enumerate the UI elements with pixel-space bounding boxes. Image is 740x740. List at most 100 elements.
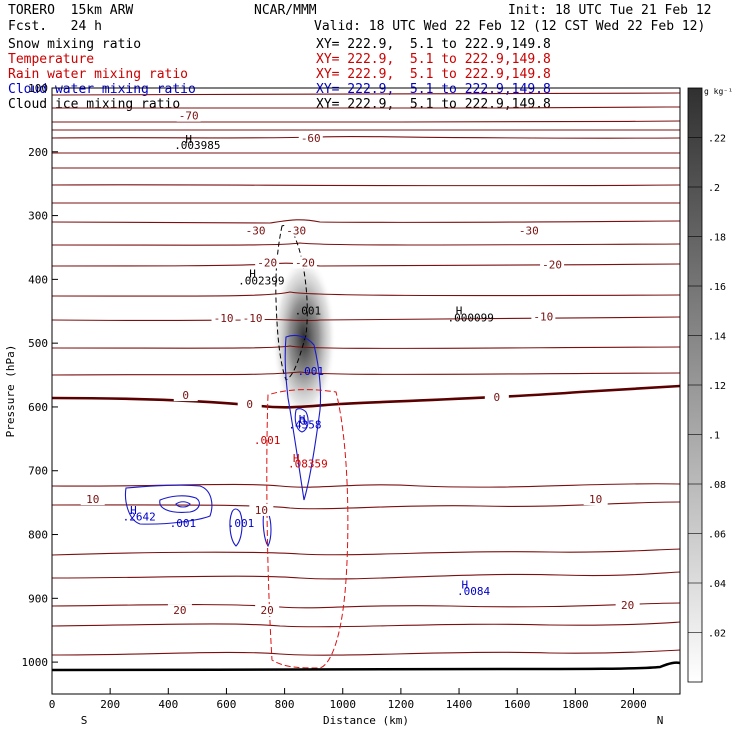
isotherm xyxy=(52,242,680,246)
isotherm-label: -30 xyxy=(246,225,266,238)
isotherm-label-bg xyxy=(176,109,201,122)
isotherm-label: 0 xyxy=(246,398,253,411)
freezing-level-isotherm xyxy=(52,384,680,409)
cloud-ice-contour xyxy=(275,225,308,381)
cloud-water-contours xyxy=(124,335,322,548)
isotherm-label-bg xyxy=(255,604,280,617)
isotherm-label-bg xyxy=(531,310,556,323)
y-tick-label: 500 xyxy=(28,337,48,350)
isotherm-label: 20 xyxy=(173,604,186,617)
x-tick-label: 1200 xyxy=(388,698,415,711)
isotherm xyxy=(52,571,680,580)
rain-water-contour xyxy=(266,389,349,669)
isotherm xyxy=(52,649,680,656)
colorbar-tick-label: .1 xyxy=(708,431,720,442)
isotherm-label-bg xyxy=(173,389,198,402)
colorbar-tick-label: .18 xyxy=(708,233,726,244)
x-tick-label: 400 xyxy=(158,698,178,711)
extremum-annotation: .001 xyxy=(298,365,325,378)
x-tick-label: 1800 xyxy=(562,698,589,711)
y-tick-label: 300 xyxy=(28,210,48,223)
temperature-contours xyxy=(52,92,680,656)
isotherm-label-bg xyxy=(80,493,105,506)
y-tick-label: 200 xyxy=(28,146,48,159)
extremum-annotation: .4358 xyxy=(288,419,321,432)
colorbar-tick-label: .02 xyxy=(708,629,726,640)
isotherm-label-bg xyxy=(167,604,192,617)
colorbar-tick-label: .08 xyxy=(708,480,726,491)
y-tick-label: 900 xyxy=(28,592,48,605)
extremum-annotation: .2642 xyxy=(123,510,156,523)
colorbar-tick-label: .14 xyxy=(708,332,726,343)
legend-label-snow: Snow mixing ratio xyxy=(8,37,142,52)
extremum-annotation: .001 xyxy=(254,434,281,447)
forecast-hour: Fcst. 24 h xyxy=(8,19,102,34)
isotherm-minus-70 xyxy=(52,120,680,123)
isotherm-label: -70 xyxy=(179,110,199,123)
colorbar-tick-label: .12 xyxy=(708,381,726,392)
colorbar-tick-label: .16 xyxy=(708,282,726,293)
extremum-annotation: .001 xyxy=(295,304,322,317)
isotherm-label: -30 xyxy=(519,225,539,238)
x-axis-title: Distance (km) xyxy=(323,714,409,727)
y-tick-label: 1000 xyxy=(22,656,49,669)
isotherm-label: 10 xyxy=(589,493,602,506)
isotherm-label-bg xyxy=(240,311,265,324)
isotherm-label: -60 xyxy=(301,132,321,145)
isotherm-label: -30 xyxy=(286,225,306,238)
isotherm-label-bg xyxy=(484,391,509,404)
isotherm-label-bg xyxy=(516,224,541,237)
extremum-annotation: .002399 xyxy=(238,274,284,287)
y-tick-label: 700 xyxy=(28,465,48,478)
isotherm-label-bg xyxy=(615,598,640,611)
isotherm xyxy=(52,184,680,187)
x-tick-label: 200 xyxy=(100,698,120,711)
isotherm-plus-20 xyxy=(52,602,680,609)
legend-xy-snow: XY= 222.9, 5.1 to 222.9,149.8 xyxy=(316,37,551,52)
isotherm-label-bg xyxy=(298,132,323,145)
x-tick-label: 0 xyxy=(49,698,56,711)
x-tick-label: 800 xyxy=(275,698,295,711)
isotherm xyxy=(52,106,680,109)
isotherm-minus-10 xyxy=(52,316,680,322)
y-tick-label: 600 xyxy=(28,401,48,414)
extremum-annotation: .001 xyxy=(228,517,255,530)
isotherm xyxy=(52,92,680,96)
isotherm-label-bg xyxy=(243,224,268,237)
center-title: NCAR/MMM xyxy=(254,3,317,18)
isotherm-label-bg xyxy=(255,256,280,269)
isotherm-label: -20 xyxy=(542,258,562,271)
isotherm-label-bg xyxy=(249,503,274,516)
isotherm xyxy=(52,548,680,556)
isotherm xyxy=(52,345,680,349)
isotherm-minus-60 xyxy=(52,135,680,139)
init-time: Init: 18 UTC Tue 21 Feb 12 xyxy=(508,3,712,18)
isotherm-label: 0 xyxy=(494,391,501,404)
isotherm xyxy=(52,167,680,169)
extremum-annotation: H xyxy=(462,579,469,592)
extremum-annotation: .0084 xyxy=(457,585,490,598)
isotherm-label: 10 xyxy=(255,504,268,517)
isotherm-label: 0 xyxy=(182,389,189,402)
isotherm-label: 20 xyxy=(621,599,634,612)
extremum-annotation: H xyxy=(249,267,256,280)
model-title: TORERO 15km ARW xyxy=(8,3,134,18)
valid-time: Valid: 18 UTC Wed 22 Feb 12 (12 CST Wed … xyxy=(314,19,706,34)
legend-label-rain: Rain water mixing ratio xyxy=(8,67,189,82)
extremum-annotation: H xyxy=(299,413,306,426)
isotherm-minus-30 xyxy=(52,219,680,224)
isotherm-minus-20 xyxy=(52,262,680,267)
isotherm-label: 20 xyxy=(261,604,274,617)
colorbar-tick-label: .04 xyxy=(708,579,726,590)
x-tick-label: 600 xyxy=(217,698,237,711)
x-tick-label: 1600 xyxy=(504,698,531,711)
colorbar-tick-label: .22 xyxy=(708,134,726,145)
legend-xy-rain: XY= 222.9, 5.1 to 222.9,149.8 xyxy=(316,67,551,82)
isotherm xyxy=(52,152,680,154)
x-axis-north-label: N xyxy=(657,714,664,727)
isotherm-label-bg xyxy=(292,256,317,269)
x-axis-south-label: S xyxy=(81,714,88,727)
isotherm-label: -10 xyxy=(533,311,553,324)
isotherm xyxy=(52,129,680,131)
colorbar-unit: g kg⁻¹ xyxy=(704,87,733,96)
